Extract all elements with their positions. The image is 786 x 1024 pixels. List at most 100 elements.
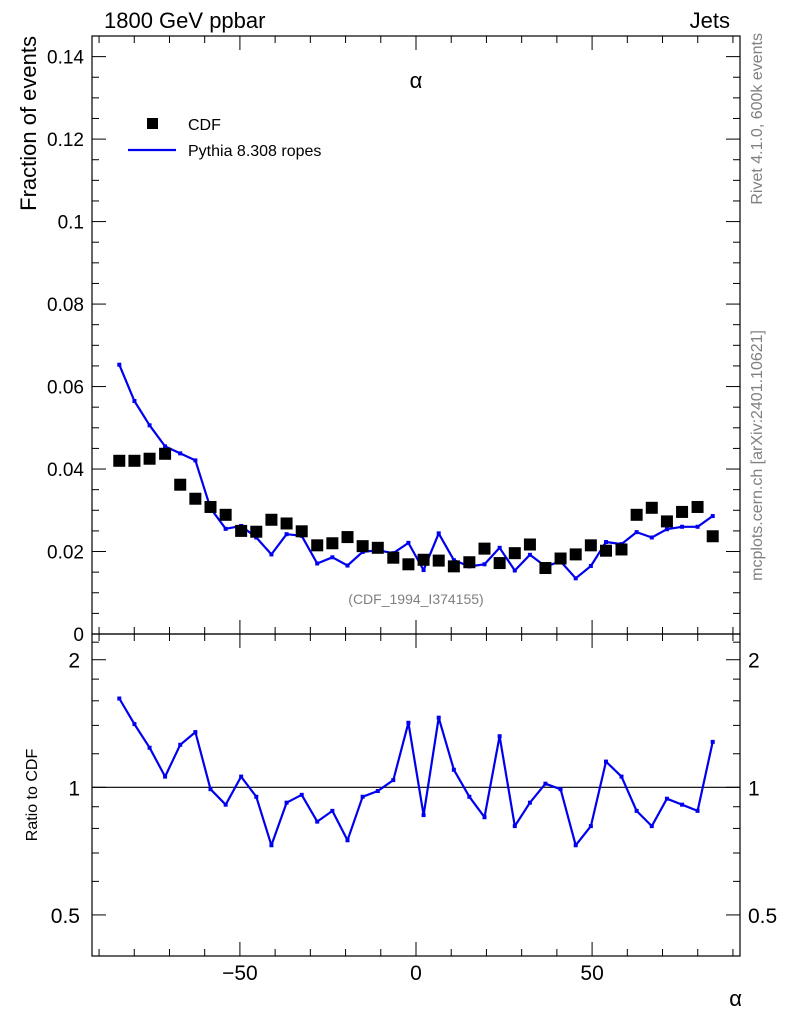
cdf-point bbox=[174, 478, 187, 491]
ratio-point bbox=[649, 824, 654, 829]
ratio-point bbox=[603, 759, 608, 764]
pythia-point bbox=[451, 558, 456, 563]
ratio-point bbox=[360, 794, 365, 799]
x-tick-label: 50 bbox=[580, 962, 603, 985]
cdf-point bbox=[584, 539, 597, 552]
cdf-point bbox=[204, 500, 217, 513]
cdf-point bbox=[478, 542, 491, 555]
x-tick-labels: −50 0 50 bbox=[222, 962, 604, 985]
ratio-point bbox=[147, 745, 152, 750]
main-y-tick-label: 0.02 bbox=[47, 543, 84, 564]
main-y-tick-labels: 0 0.02 0.04 0.06 0.08 0.1 0.12 0.14 bbox=[47, 48, 84, 646]
pythia-point bbox=[603, 540, 608, 545]
ratio-y-axis-label: Ratio to CDF bbox=[24, 749, 41, 842]
pythia-point bbox=[649, 535, 654, 540]
ratio-panel: 0.5 0.5 1 1 2 2 −50 0 50 Ratio to CDF α bbox=[24, 633, 777, 1011]
ratio-point bbox=[391, 778, 396, 783]
ratio-point bbox=[269, 843, 274, 848]
pythia-point bbox=[497, 545, 502, 550]
cdf-point bbox=[615, 543, 628, 556]
legend-pythia-label: Pythia 8.308 ropes bbox=[188, 143, 321, 160]
ratio-point bbox=[193, 730, 198, 735]
ratio-point bbox=[512, 824, 517, 829]
pythia-point bbox=[588, 563, 593, 568]
cdf-point bbox=[402, 558, 415, 571]
rivet-label: Rivet 4.1.0, 600k events bbox=[749, 33, 766, 205]
ratio-point bbox=[345, 838, 350, 843]
ratio-frame bbox=[91, 633, 741, 957]
ratio-point bbox=[284, 800, 289, 805]
ratio-y-tick-label: 1 bbox=[68, 777, 80, 800]
ratio-point bbox=[178, 742, 183, 747]
ratio-point bbox=[588, 824, 593, 829]
ratio-y-tick-label: 2 bbox=[68, 650, 80, 673]
pythia-point bbox=[193, 458, 198, 463]
cdf-point bbox=[371, 541, 384, 554]
ratio-point bbox=[163, 774, 168, 779]
x-axis-label: α bbox=[729, 986, 742, 1011]
cdf-point bbox=[569, 548, 582, 561]
ratio-point bbox=[543, 781, 548, 786]
ratio-y-tick-label-right: 1 bbox=[748, 777, 760, 800]
cdf-point bbox=[493, 557, 506, 570]
cdf-point bbox=[189, 492, 202, 505]
main-y-tick-label: 0.04 bbox=[47, 460, 84, 481]
main-y-axis-label: Fraction of events bbox=[16, 36, 41, 211]
cdf-point bbox=[645, 501, 658, 514]
cdf-point bbox=[676, 505, 689, 518]
cdf-point bbox=[508, 547, 521, 560]
ratio-point bbox=[330, 808, 335, 813]
main-y-tick-label: 0.14 bbox=[47, 48, 84, 69]
pythia-point bbox=[695, 524, 700, 529]
ratio-point bbox=[680, 802, 685, 807]
cdf-point bbox=[706, 530, 719, 543]
cdf-point bbox=[356, 540, 369, 553]
x-tick-label: 0 bbox=[410, 962, 422, 985]
pythia-point bbox=[345, 563, 350, 568]
cdf-point bbox=[630, 508, 643, 521]
pythia-point bbox=[436, 531, 441, 536]
pythia-point bbox=[132, 398, 137, 403]
ratio-y-tick-labels: 0.5 0.5 1 1 2 2 bbox=[51, 650, 777, 928]
cdf-point bbox=[463, 556, 476, 569]
main-y-tick-label: 0.06 bbox=[47, 378, 84, 399]
ratio-point bbox=[254, 794, 259, 799]
ratio-point bbox=[421, 813, 426, 818]
pythia-point bbox=[664, 527, 669, 532]
header-left: 1800 GeV ppbar bbox=[104, 8, 265, 33]
cdf-point bbox=[447, 560, 460, 573]
ratio-point bbox=[695, 808, 700, 813]
x-tick-label: −50 bbox=[222, 962, 258, 985]
ratio-point bbox=[223, 802, 228, 807]
main-y-tick-label: 0 bbox=[73, 625, 84, 646]
cdf-point bbox=[523, 538, 536, 551]
cdf-point bbox=[660, 515, 673, 528]
pythia-point bbox=[512, 568, 517, 573]
pythia-point bbox=[527, 552, 532, 557]
mcplots-label: mcplots.cern.ch [arXiv:2401.10621] bbox=[749, 330, 766, 581]
cdf-points bbox=[113, 447, 719, 575]
cdf-point bbox=[113, 454, 126, 467]
ratio-point bbox=[634, 808, 639, 813]
ratio-axis-ticks bbox=[92, 641, 740, 916]
cdf-point bbox=[432, 554, 445, 567]
main-y-tick-label: 0.08 bbox=[47, 295, 84, 316]
pythia-point bbox=[710, 514, 715, 519]
pythia-point bbox=[482, 562, 487, 567]
cdf-point bbox=[691, 500, 704, 513]
header-right: Jets bbox=[690, 8, 730, 33]
pythia-point bbox=[117, 362, 122, 367]
cdf-point bbox=[235, 524, 248, 537]
ratio-point bbox=[436, 715, 441, 720]
pythia-point bbox=[178, 451, 183, 456]
legend-cdf-label: CDF bbox=[188, 117, 221, 134]
ratio-y-tick-label: 0.5 bbox=[51, 905, 80, 928]
pythia-point bbox=[421, 568, 426, 573]
cdf-point bbox=[265, 513, 278, 526]
ratio-point bbox=[527, 800, 532, 805]
main-y-tick-label: 0.1 bbox=[58, 213, 84, 234]
ratio-point bbox=[482, 815, 487, 820]
cdf-point bbox=[539, 562, 552, 575]
legend: CDF Pythia 8.308 ropes bbox=[128, 117, 321, 160]
cdf-point bbox=[219, 508, 232, 521]
